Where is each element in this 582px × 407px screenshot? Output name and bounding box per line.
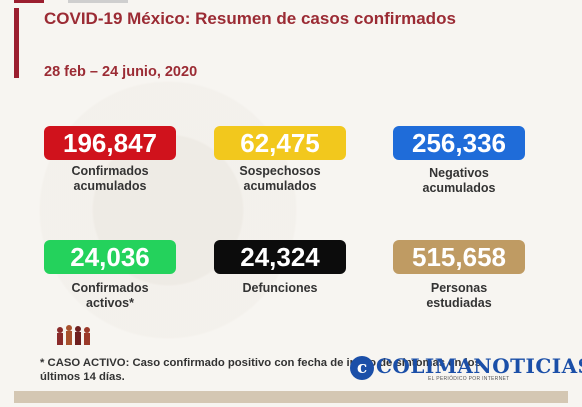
top-accent-bar — [14, 0, 44, 3]
active-confirmed-label: Confirmados activos* — [30, 281, 190, 311]
deaths-label: Defunciones — [200, 281, 360, 296]
confirmed-cumulative-label: Confirmados acumulados — [30, 164, 190, 194]
footnote-line2: últimos 14 días. — [40, 371, 125, 383]
colimanoticias-logo: c COLIMANOTICIAS EL PERIÓDICO POR INTERN… — [350, 352, 582, 386]
people-studied-label: Personas estudiadas — [379, 281, 539, 311]
active-confirmed-value: 24,036 — [44, 240, 176, 274]
negative-cumulative-label-line2: acumulados — [422, 181, 496, 195]
negative-cumulative-value: 256,336 — [393, 126, 525, 160]
suspected-cumulative-label-line1: Sospechosos — [239, 164, 321, 178]
negative-cumulative-label-line1: Negativos — [429, 166, 489, 180]
logo-tagline: EL PERIÓDICO POR INTERNET — [428, 376, 510, 382]
suspected-cumulative-label-line2: acumulados — [243, 179, 317, 193]
bottom-decorative-bar — [14, 391, 568, 403]
people-studied-label-line1: Personas — [430, 281, 488, 295]
confirmed-cumulative-value: 196,847 — [44, 126, 176, 160]
active-confirmed-label-line2: activos* — [86, 296, 134, 310]
background-emblem — [18, 60, 318, 360]
deaths-value: 24,324 — [214, 240, 346, 274]
deaths-label-line1: Defunciones — [242, 281, 318, 295]
suspected-cumulative-value: 62,475 — [214, 126, 346, 160]
top-grey-bar — [68, 0, 128, 3]
people-studied-label-line2: estudiadas — [426, 296, 492, 310]
page-title: COVID-19 México: Resumen de casos confir… — [44, 9, 456, 28]
logo-mark-icon: c — [350, 356, 374, 380]
logo-text: COLIMANOTICIAS — [376, 354, 582, 378]
date-range: 28 feb – 24 junio, 2020 — [44, 64, 198, 80]
active-confirmed-label-line1: Confirmados — [71, 281, 149, 295]
people-studied-value: 515,658 — [393, 240, 525, 274]
confirmed-cumulative-label-line1: Confirmados — [71, 164, 149, 178]
suspected-cumulative-label: Sospechosos acumulados — [200, 164, 360, 194]
confirmed-cumulative-label-line2: acumulados — [73, 179, 147, 193]
title-accent-bar — [14, 8, 19, 78]
crowd-illustration-icon — [57, 325, 90, 345]
negative-cumulative-label: Negativos acumulados — [379, 166, 539, 196]
